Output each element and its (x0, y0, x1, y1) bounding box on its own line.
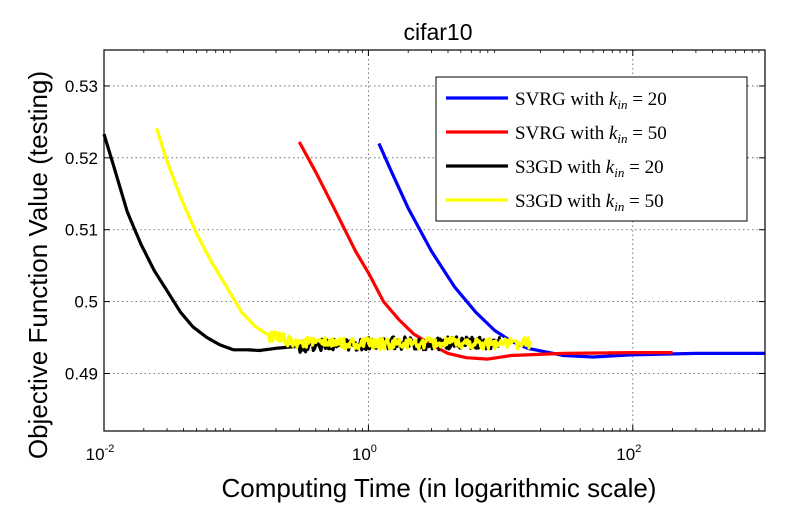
legend-value: = 20 (628, 89, 667, 110)
legend-subscript: in (614, 199, 624, 214)
x-tick-base: 10 (616, 445, 635, 464)
x-tick-exponent: 2 (635, 443, 641, 455)
legend-variable: k (609, 89, 618, 110)
y-tick-label: 0.5 (74, 293, 98, 312)
y-tick-label: 0.51 (65, 221, 98, 240)
chart-title: cifar10 (403, 19, 472, 45)
y-axis-label: Objective Function Value (testing) (23, 71, 53, 459)
x-tick-exponent: -2 (105, 443, 115, 455)
y-tick-label: 0.52 (65, 149, 98, 168)
legend-value: = 20 (624, 157, 663, 178)
legend-value: = 50 (624, 191, 663, 212)
legend-entry-text: SVRG with (515, 89, 609, 110)
legend-variable: k (606, 191, 615, 212)
legend-entry: S3GD with kin = 20 (515, 157, 664, 180)
legend-box (435, 76, 748, 222)
legend-variable: k (606, 157, 615, 178)
legend-entry: SVRG with kin = 50 (515, 123, 667, 146)
legend-entry: S3GD with kin = 50 (515, 191, 664, 214)
x-tick-exponent: 0 (371, 443, 377, 455)
legend-subscript: in (617, 97, 627, 112)
x-tick-label: 10-2 (86, 443, 115, 464)
legend-subscript: in (617, 131, 627, 146)
legend-value: = 50 (628, 123, 667, 144)
plot-series (102, 127, 765, 361)
legend-entry: SVRG with kin = 20 (515, 89, 667, 112)
legend-subscript: in (614, 165, 624, 180)
y-tick-label: 0.49 (65, 364, 98, 383)
legend-entry-text: S3GD with (515, 191, 606, 212)
plot-frame (103, 49, 766, 432)
legend-entry-text: SVRG with (515, 123, 609, 144)
x-tick-label: 100 (352, 443, 377, 464)
legend-variable: k (609, 123, 618, 144)
y-tick-label: 0.53 (65, 77, 98, 96)
series-line-4 (155, 127, 533, 352)
x-axis-label: Computing Time (in logarithmic scale) (222, 473, 657, 503)
x-tick-base: 10 (86, 445, 105, 464)
x-tick-base: 10 (352, 445, 371, 464)
legend-entry-text: S3GD with (515, 157, 606, 178)
x-tick-label: 102 (616, 443, 641, 464)
